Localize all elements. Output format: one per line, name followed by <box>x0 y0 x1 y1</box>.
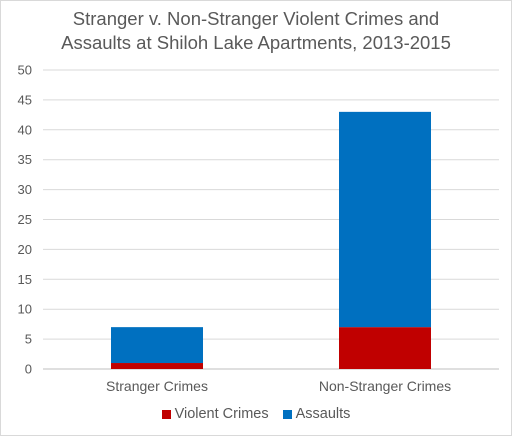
y-tick-label: 5 <box>25 332 32 347</box>
y-tick-label: 25 <box>18 212 32 227</box>
legend-label-violent-crimes: Violent Crimes <box>174 406 269 422</box>
x-category-label: Non-Stranger Crimes <box>319 378 451 394</box>
chart-title: Stranger v. Non-Stranger Violent Crimes … <box>1 7 511 55</box>
chart-title-line-2: Assaults at Shiloh Lake Apartments, 2013… <box>61 32 451 53</box>
y-tick-label: 20 <box>18 242 32 257</box>
bar-violent-crimes <box>111 363 203 369</box>
y-tick-label: 10 <box>18 302 32 317</box>
y-tick-label: 35 <box>18 152 32 167</box>
y-tick-label: 30 <box>18 182 32 197</box>
legend-entry-violent-crimes: Violent Crimes <box>161 406 269 422</box>
legend-swatch-assaults <box>282 409 292 419</box>
legend-entry-assaults: Assaults <box>282 406 351 422</box>
y-tick-label: 0 <box>25 362 32 377</box>
x-category-label: Stranger Crimes <box>106 378 208 394</box>
y-tick-label: 15 <box>18 272 32 287</box>
y-tick-label: 50 <box>18 63 32 78</box>
y-tick-label: 40 <box>18 122 32 137</box>
y-tick-label: 45 <box>18 92 32 107</box>
bar-violent-crimes <box>339 327 431 369</box>
chart-title-line-1: Stranger v. Non-Stranger Violent Crimes … <box>72 8 440 29</box>
bar-assaults <box>339 111 431 328</box>
legend: Violent Crimes Assaults <box>1 406 511 422</box>
bar-assaults <box>111 327 203 364</box>
legend-swatch-violent-crimes <box>161 409 171 419</box>
legend-label-assaults: Assaults <box>295 406 351 422</box>
